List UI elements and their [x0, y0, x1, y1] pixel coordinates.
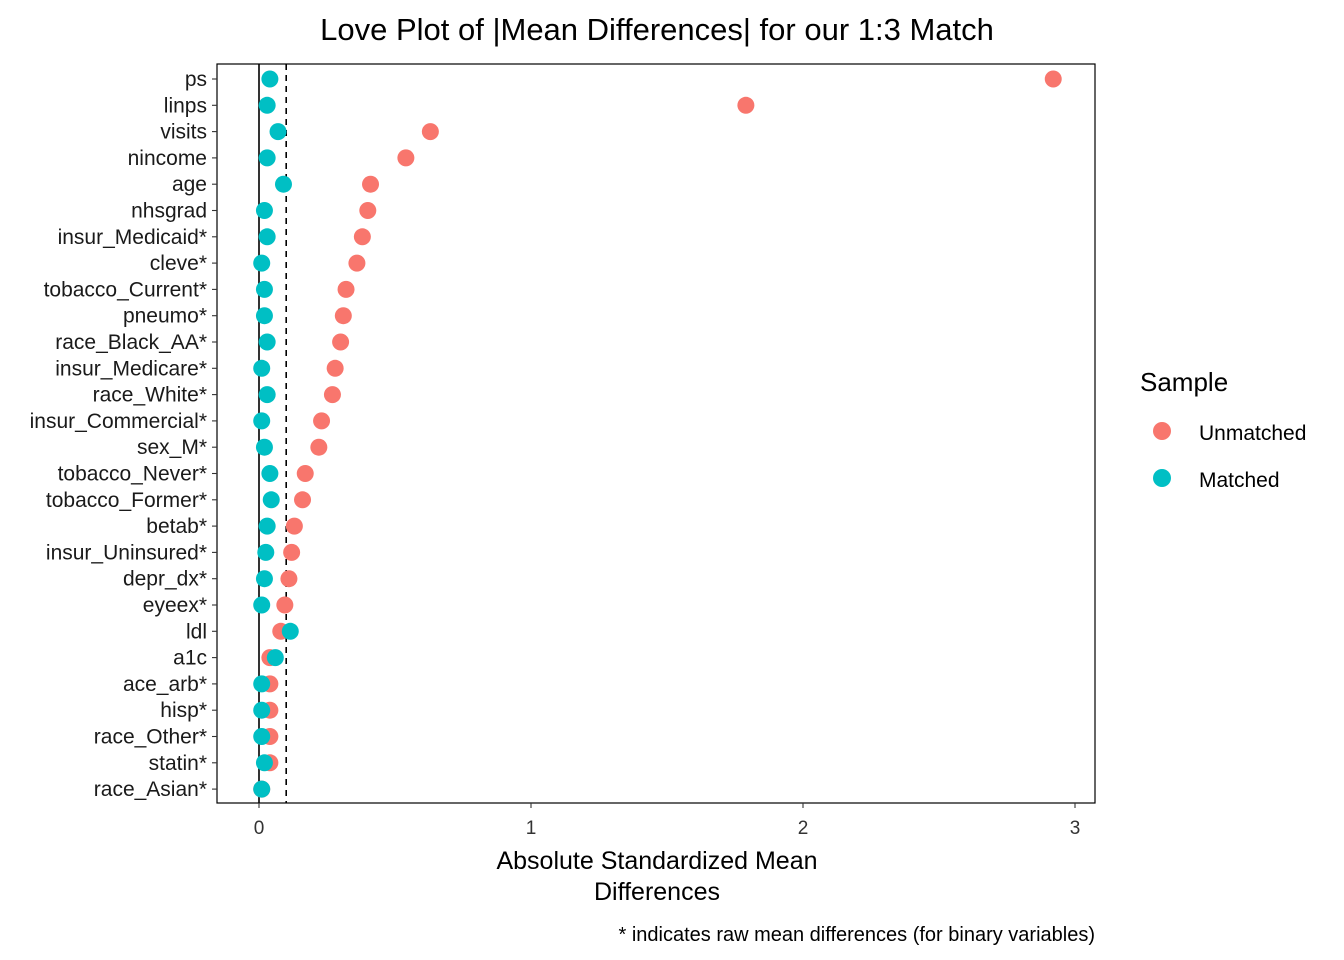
point-unmatched: [1044, 70, 1062, 88]
point-matched: [258, 96, 276, 114]
point-matched: [253, 254, 271, 272]
point-unmatched: [280, 570, 298, 588]
y-tick-label: a1c: [173, 647, 207, 670]
y-tick-label: tobacco_Current*: [44, 278, 207, 301]
point-unmatched: [362, 175, 380, 193]
plot-panel: [216, 63, 1096, 804]
point-matched: [258, 333, 276, 351]
point-matched: [258, 149, 276, 167]
y-tick-label: sex_M*: [137, 436, 207, 459]
y-tick-label: cleve*: [150, 252, 207, 275]
point-unmatched: [323, 386, 341, 404]
y-tick-label: hisp*: [160, 699, 207, 722]
y-tick-label: nhsgrad: [131, 200, 207, 223]
legend-label-matched: Matched: [1199, 469, 1280, 492]
legend-marker-matched: [1153, 469, 1171, 487]
point-matched: [255, 754, 273, 772]
point-unmatched: [296, 465, 314, 482]
point-matched: [253, 596, 271, 614]
point-unmatched: [737, 96, 755, 114]
point-unmatched: [359, 202, 377, 219]
point-matched: [258, 228, 276, 246]
y-tick-label: ace_arb*: [123, 673, 207, 696]
point-matched: [255, 280, 273, 298]
legend-title: Sample: [1140, 367, 1228, 397]
point-matched: [255, 307, 273, 325]
point-unmatched: [285, 517, 303, 535]
y-tick-label: depr_dx*: [123, 568, 207, 591]
y-tick-label: visits: [160, 121, 207, 144]
x-tick-label: 3: [1070, 818, 1081, 839]
legend: Sample Unmatched Matched: [1140, 367, 1306, 492]
x-tick-label: 1: [526, 818, 537, 839]
y-tick-label: insur_Commercial*: [30, 410, 207, 433]
point-unmatched: [334, 307, 352, 325]
point-matched: [253, 359, 271, 377]
legend-marker-unmatched: [1153, 422, 1171, 440]
point-matched: [261, 70, 279, 88]
y-tick-label: nincome: [128, 147, 207, 170]
y-tick-label: race_Black_AA*: [55, 331, 207, 354]
point-matched: [274, 175, 292, 193]
y-tick-label: insur_Medicare*: [55, 357, 207, 380]
x-axis-title-line-2: Differences: [594, 878, 720, 906]
point-matched: [258, 517, 276, 535]
point-unmatched: [283, 543, 301, 561]
point-unmatched: [310, 438, 328, 456]
y-tick-label: eyeex*: [143, 594, 207, 617]
point-unmatched: [294, 491, 312, 509]
y-tick-label: race_Asian*: [94, 778, 207, 801]
legend-label-unmatched: Unmatched: [1199, 422, 1306, 445]
caption: * indicates raw mean differences (for bi…: [618, 924, 1095, 946]
y-tick-label: tobacco_Former*: [46, 489, 207, 512]
point-unmatched: [353, 228, 371, 246]
point-matched: [253, 728, 271, 745]
point-matched: [255, 202, 273, 219]
x-tick-label: 0: [254, 818, 265, 839]
y-tick-label: tobacco_Never*: [58, 463, 207, 486]
point-unmatched: [348, 254, 366, 272]
x-tick-label: 2: [798, 818, 809, 839]
y-tick-label: ps: [185, 68, 207, 91]
y-tick-label: insur_Medicaid*: [58, 226, 207, 249]
data-points: [253, 70, 1062, 798]
point-unmatched: [421, 123, 439, 141]
point-unmatched: [397, 149, 415, 167]
point-unmatched: [313, 412, 331, 430]
point-matched: [253, 780, 271, 798]
point-matched: [269, 123, 287, 141]
x-axis-title-line-1: Absolute Standardized Mean: [496, 847, 817, 875]
point-matched: [266, 649, 284, 667]
y-axis: ps linps visits nincome age nhsgrad insur_Medi…: [30, 68, 217, 801]
point-matched: [253, 701, 271, 719]
point-unmatched: [276, 596, 294, 614]
point-matched: [281, 622, 299, 640]
y-tick-label: race_Other*: [94, 726, 207, 749]
y-tick-label: race_White*: [93, 384, 207, 407]
point-matched: [258, 386, 276, 404]
point-matched: [262, 491, 280, 509]
y-tick-label: statin*: [149, 752, 207, 775]
point-matched: [255, 438, 273, 456]
point-unmatched: [326, 359, 344, 377]
chart-title: Love Plot of |Mean Differences| for our …: [320, 12, 994, 47]
point-matched: [255, 570, 273, 588]
point-matched: [261, 465, 279, 482]
y-tick-label: betab*: [146, 515, 207, 538]
y-tick-label: age: [172, 173, 207, 196]
point-matched: [253, 675, 271, 693]
y-tick-label: pneumo*: [123, 305, 207, 328]
x-axis: 0 1 2 3: [254, 803, 1081, 839]
y-tick-label: ldl: [186, 620, 207, 643]
point-unmatched: [337, 280, 355, 298]
y-tick-label: insur_Uninsured*: [46, 541, 207, 564]
point-matched: [253, 412, 271, 430]
y-tick-label: linps: [164, 94, 207, 117]
point-unmatched: [332, 333, 350, 351]
point-matched: [257, 543, 275, 561]
